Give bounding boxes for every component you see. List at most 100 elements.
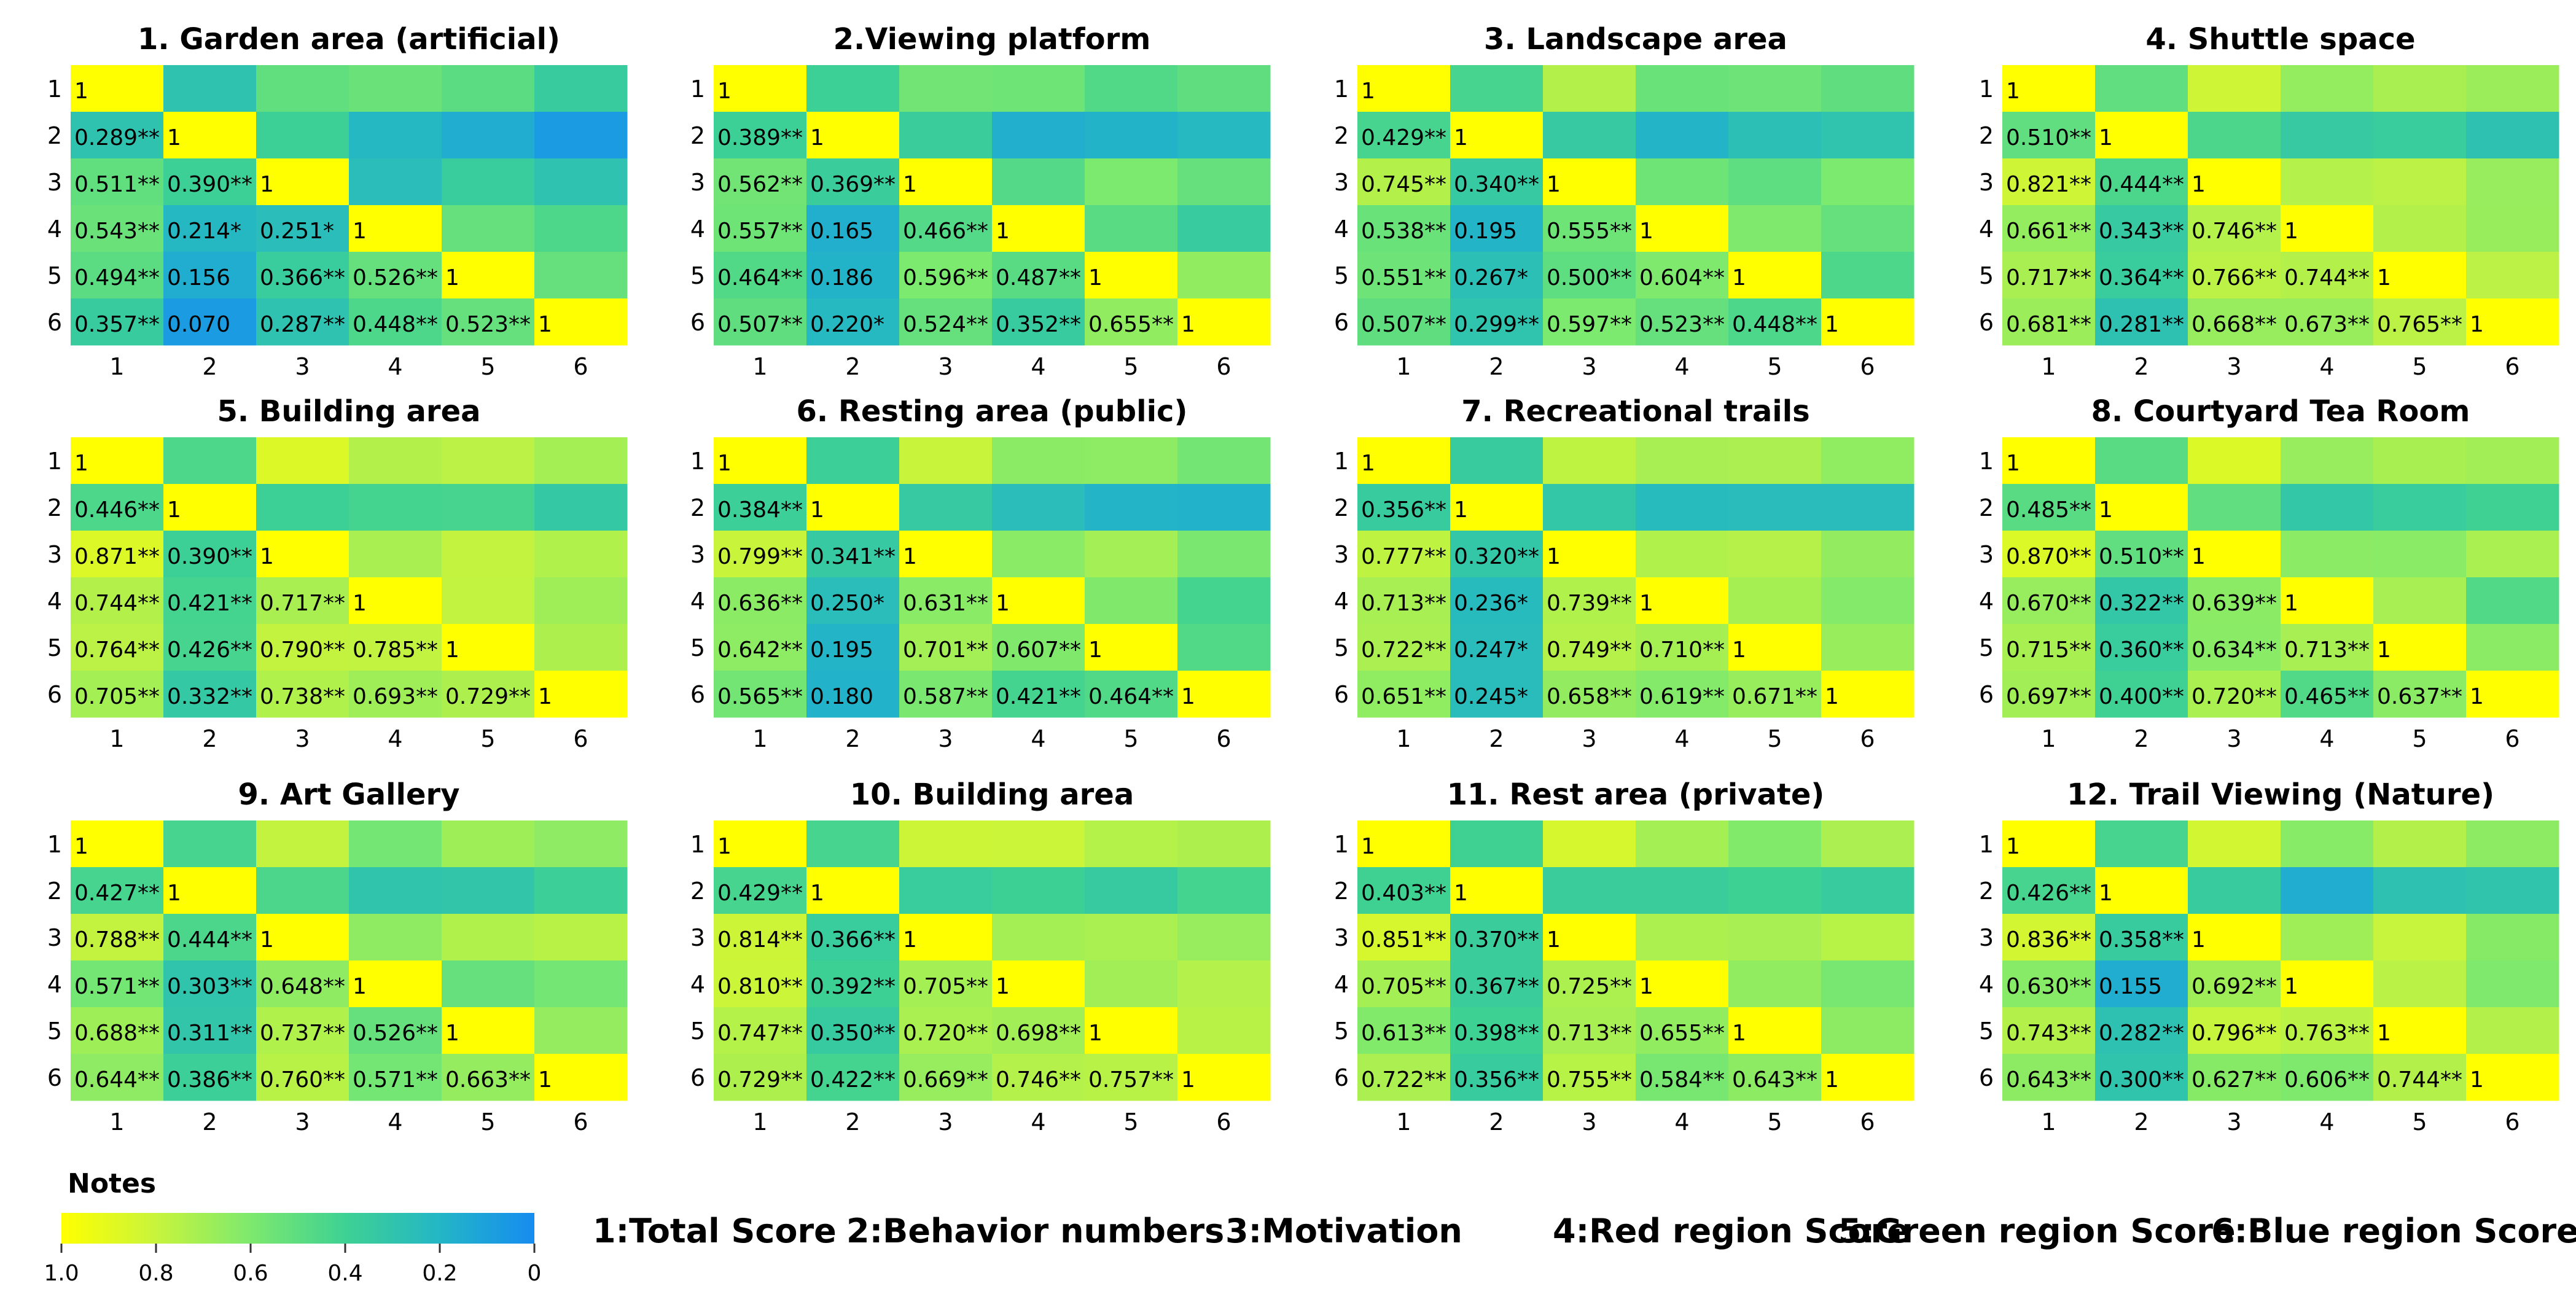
heatmap-cell xyxy=(534,205,628,252)
cell-label: 0.799** xyxy=(717,544,803,569)
diagonal-label: 1 xyxy=(167,125,181,150)
row-tick-label: 4 xyxy=(690,971,705,998)
diagonal-label: 1 xyxy=(445,265,459,290)
heatmap-cell xyxy=(806,531,900,578)
cell-label: 0.332** xyxy=(167,684,252,709)
heatmap-cell xyxy=(534,624,628,671)
heatmap-cell xyxy=(71,65,164,112)
heatmap-cell xyxy=(442,820,535,868)
diagonal-label: 1 xyxy=(260,927,274,953)
row-tick-label: 1 xyxy=(690,831,705,858)
heatmap-cell xyxy=(714,914,807,961)
heatmap-cell xyxy=(256,624,349,671)
heatmap-cell xyxy=(1821,820,1914,868)
heatmap-cell xyxy=(2002,65,2096,112)
cell-label: 0.760** xyxy=(260,1067,345,1093)
diagonal-label: 1 xyxy=(1454,125,1468,150)
col-tick-label: 5 xyxy=(2412,353,2427,380)
cell-label: 0.523** xyxy=(1639,312,1725,337)
diagonal-label: 1 xyxy=(2284,974,2298,999)
heatmap-cell xyxy=(714,158,807,206)
key-item-2: 2:Behavior numbers xyxy=(846,1212,1224,1250)
row-tick-label: 2 xyxy=(47,122,62,149)
heatmap-cell xyxy=(1085,624,1178,671)
cell-label: 0.717** xyxy=(260,591,345,616)
col-tick-label: 1 xyxy=(109,725,124,752)
heatmap-cell xyxy=(163,158,257,206)
cell-label: 0.571** xyxy=(353,1067,438,1093)
row-tick-label: 1 xyxy=(1334,831,1349,858)
heatmap-cell xyxy=(899,671,993,718)
heatmap-cell xyxy=(1543,1007,1636,1054)
cell-label: 0.697** xyxy=(2006,684,2091,709)
row-tick-label: 4 xyxy=(690,588,705,615)
heatmap-cell xyxy=(899,820,993,868)
heatmap-cell xyxy=(806,867,900,914)
cell-label: 0.715** xyxy=(2006,637,2091,663)
row-tick-label: 3 xyxy=(690,924,705,951)
heatmap-cell xyxy=(2002,1007,2096,1054)
heatmap-cell xyxy=(714,531,807,578)
cell-label: 0.597** xyxy=(1547,312,1632,337)
heatmap-cell xyxy=(1177,624,1271,671)
row-tick-label: 1 xyxy=(1979,831,1994,858)
cell-label: 0.429** xyxy=(717,881,803,906)
heatmap-cell xyxy=(2281,671,2374,718)
heatmap-cell xyxy=(534,577,628,625)
panel-title: 12. Trail Viewing (Nature) xyxy=(2067,777,2494,812)
heatmap-cell xyxy=(899,577,993,625)
heatmap-cell xyxy=(1357,112,1451,159)
heatmap-cell xyxy=(2373,205,2467,252)
row-tick-label: 4 xyxy=(1334,588,1349,615)
heatmap-cell xyxy=(442,531,535,578)
heatmap-cell xyxy=(442,65,535,112)
col-tick-label: 1 xyxy=(2041,353,2056,380)
heatmap-cell xyxy=(2095,1007,2188,1054)
heatmap-cell xyxy=(71,671,164,718)
heatmap-cell xyxy=(2188,65,2281,112)
heatmap-cell xyxy=(2466,65,2559,112)
heatmap-cell xyxy=(71,914,164,961)
heatmap-cell xyxy=(442,484,535,531)
heatmap-cell xyxy=(349,1007,442,1054)
panel-10: 10. Building area 1 0.429** 1 0.814** 0.366**… xyxy=(690,777,1271,1136)
heatmap-cell xyxy=(1450,484,1544,531)
diagonal-label: 1 xyxy=(1088,637,1103,663)
heatmap-cell xyxy=(2281,158,2374,206)
heatmap-cell xyxy=(163,577,257,625)
heatmap-cell xyxy=(256,671,349,718)
heatmap-cell xyxy=(899,914,993,961)
heatmap-cell xyxy=(442,1007,535,1054)
cell-label: 0.526** xyxy=(353,265,438,290)
row-tick-label: 3 xyxy=(1979,924,1994,951)
heatmap-cell xyxy=(71,867,164,914)
cell-label: 0.821** xyxy=(2006,172,2091,197)
col-tick-label: 5 xyxy=(1123,353,1138,380)
heatmap-cell xyxy=(349,158,442,206)
heatmap-cell xyxy=(899,867,993,914)
heatmap-cell xyxy=(349,820,442,868)
panel-title: 5. Building area xyxy=(217,394,480,429)
heatmap-cell xyxy=(2188,158,2281,206)
heatmap-cell xyxy=(163,205,257,252)
cell-label: 0.165 xyxy=(810,219,873,244)
cell-label: 0.510** xyxy=(2099,544,2184,569)
row-tick-label: 6 xyxy=(1979,309,1994,336)
heatmap-cell xyxy=(1450,65,1544,112)
row-tick-label: 1 xyxy=(47,76,62,103)
heatmap-cell xyxy=(2466,484,2559,531)
cell-label: 0.389** xyxy=(717,125,803,150)
cell-label: 0.422** xyxy=(810,1067,896,1093)
cell-label: 0.851** xyxy=(1361,927,1446,953)
cell-label: 0.444** xyxy=(167,927,252,953)
cell-label: 0.543** xyxy=(74,219,160,244)
heatmap-cell xyxy=(2188,1007,2281,1054)
diagonal-label: 1 xyxy=(2006,834,2020,859)
colorbar-tick-label: 0.8 xyxy=(138,1261,173,1286)
row-tick-label: 1 xyxy=(1979,448,1994,475)
cell-label: 0.180 xyxy=(810,684,873,709)
col-tick-label: 5 xyxy=(480,725,495,752)
heatmap-cell xyxy=(534,1054,628,1101)
heatmap-cell xyxy=(1177,484,1271,531)
row-tick-label: 2 xyxy=(690,122,705,149)
